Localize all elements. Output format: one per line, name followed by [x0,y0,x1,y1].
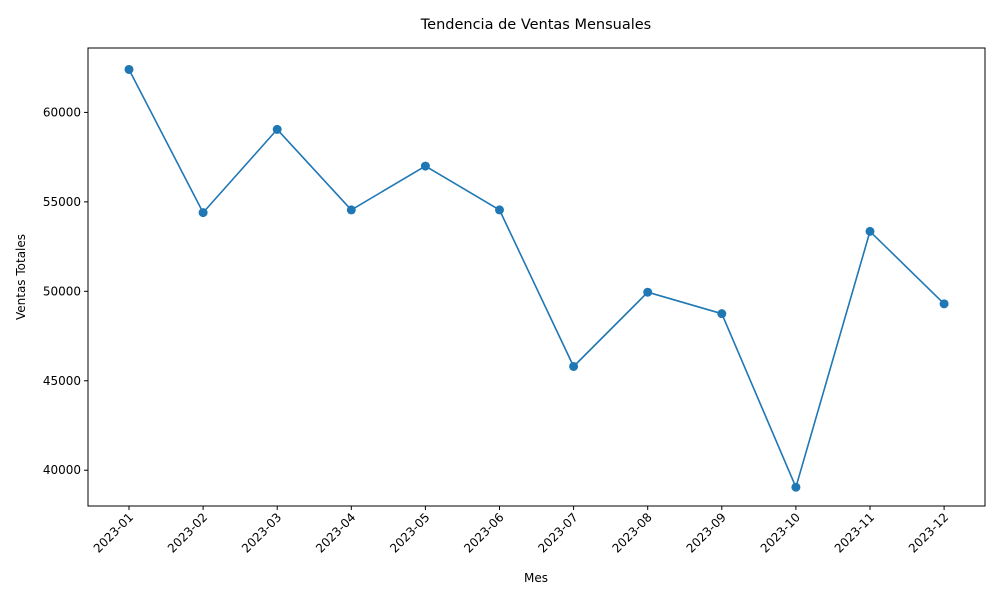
data-point [939,299,949,309]
data-point [272,124,282,134]
series-layer [124,64,949,492]
data-point [569,361,579,371]
data-point [124,64,134,74]
x-axis-label: Mes [524,571,548,585]
y-tick-label: 45000 [43,374,81,388]
y-tick-label: 40000 [43,463,81,477]
data-point [495,205,504,215]
y-axis-ticks: 40000 45000 50000 55000 60000 [43,105,88,477]
data-point [346,205,356,215]
plot-area-frame [87,47,986,507]
y-axis-label: Ventas Totales [14,234,28,320]
data-point [420,161,430,171]
data-point [717,309,727,319]
chart-title: Tendencia de Ventas Mensuales [420,17,651,33]
data-point [198,208,208,218]
data-point [865,226,875,236]
series-line [128,69,945,489]
y-tick-label: 55000 [43,195,81,209]
y-tick-label: 50000 [43,284,81,298]
y-tick-label: 60000 [43,105,81,119]
data-point [643,287,653,297]
data-point [791,482,801,492]
